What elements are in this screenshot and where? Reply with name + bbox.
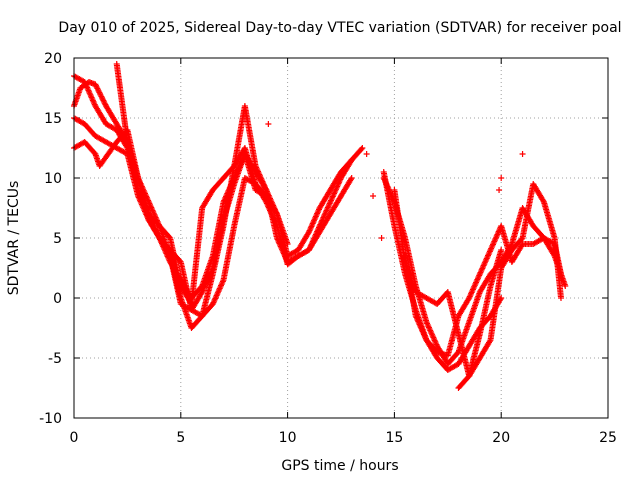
data-point [465,296,472,303]
data-point [262,191,269,198]
data-points [71,61,569,391]
series-outliers [265,121,526,241]
x-tick-label: 5 [176,430,185,446]
data-point [486,338,493,345]
data-point [93,82,100,89]
data-point [358,146,365,153]
data-point [95,86,102,93]
data-point [95,88,102,95]
y-tick-label: 10 [44,171,62,187]
data-point [92,81,99,88]
axis-ticks: 0 5 10 15 20 25 -10 -5 0 5 10 15 20 [39,51,617,446]
data-point [100,97,107,104]
y-tick-label: -5 [48,351,62,367]
data-point [96,89,103,96]
data-point [498,175,505,181]
data-point [348,157,355,163]
data-point [97,90,104,97]
data-point [347,158,354,165]
data-point [562,283,569,289]
x-tick-label: 20 [492,430,510,446]
data-point [94,85,101,92]
data-point [347,176,354,183]
data-point [101,100,108,107]
data-point [284,241,291,247]
plot-frame [73,57,609,419]
data-point [263,193,270,199]
data-point [305,230,312,237]
series-track-5 [113,61,270,307]
y-tick-label: 20 [44,51,62,67]
series-track-7 [380,169,505,373]
x-axis-label: GPS time / hours [281,458,398,474]
data-point [496,187,503,193]
x-tick-label: 25 [599,430,617,446]
data-point [558,271,565,277]
data-point [198,290,205,297]
data-point [99,96,106,103]
data-point [262,185,269,192]
data-point [155,233,162,240]
data-point [93,84,100,91]
data-point [378,235,385,241]
data-point [97,92,104,99]
y-tick-label: 0 [53,291,62,307]
data-point [348,175,355,181]
data-point [99,94,106,101]
data-point [518,236,525,243]
data-point [540,197,547,204]
y-axis-label: SDTVAR / TECUs [6,181,22,296]
data-point [359,145,366,151]
chart-title: Day 010 of 2025, Sidereal Day-to-day VTE… [58,20,621,36]
y-tick-label: -10 [39,411,62,427]
grid-lines [74,58,608,418]
data-point [101,98,108,105]
y-tick-label: 15 [44,111,62,127]
data-point [363,151,370,157]
x-tick-label: 0 [70,430,79,446]
data-point [558,295,565,301]
x-tick-label: 10 [279,430,297,446]
data-point [498,247,505,253]
data-point [370,193,377,199]
data-point [265,121,272,127]
series-track-9 [402,223,565,359]
data-point [519,151,526,157]
y-tick-label: 5 [53,231,62,247]
x-tick-label: 15 [385,430,403,446]
data-point [166,233,173,240]
data-point [98,93,105,100]
series-track-10 [455,247,505,391]
